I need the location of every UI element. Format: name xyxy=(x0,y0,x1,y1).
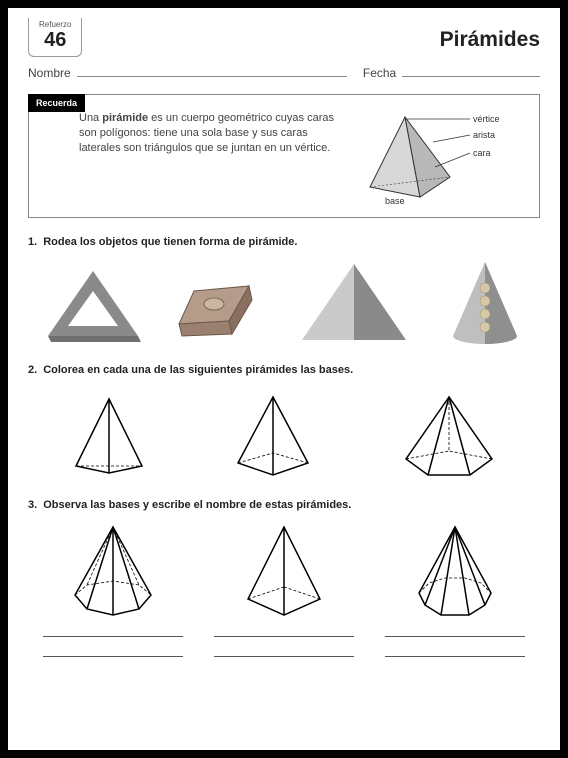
ex1-triangle-frame xyxy=(43,266,143,346)
ex3-answer-3b[interactable] xyxy=(385,647,525,657)
exercise-3: 3. Observa las bases y escribe el nombre… xyxy=(28,499,540,657)
nombre-label: Nombre xyxy=(28,66,71,80)
name-date-row: Nombre Fecha xyxy=(28,65,540,80)
ex3-number: 3. xyxy=(28,499,37,511)
ex3-pyramid-square2 xyxy=(234,523,334,621)
ex1-pyramid xyxy=(294,258,414,346)
ex3-answer-2[interactable] xyxy=(214,627,354,637)
fecha-field: Fecha xyxy=(363,65,540,80)
ex2-text: Colorea en cada una de las siguientes pi… xyxy=(43,364,353,376)
ex3-answer-3[interactable] xyxy=(385,627,525,637)
recuerda-tab: Recuerda xyxy=(28,94,85,112)
recuerda-diagram: vértice arista cara base xyxy=(355,107,525,207)
ex3-answer-1[interactable] xyxy=(43,627,183,637)
ex1-text: Rodea los objetos que tienen forma de pi… xyxy=(43,236,297,248)
label-arista: arista xyxy=(473,129,495,141)
refuerzo-tab: Refuerzo 46 xyxy=(28,18,82,57)
worksheet-page: Refuerzo 46 Pirámides Nombre Fecha Recue… xyxy=(8,8,560,667)
ex3-answer-2b[interactable] xyxy=(214,647,354,657)
refuerzo-number: 46 xyxy=(39,29,71,52)
label-base: base xyxy=(385,195,405,207)
recuerda-text: Una pirámide es un cuerpo geométrico cuy… xyxy=(79,107,337,156)
ex1-cone xyxy=(445,258,525,346)
recuerda-box: Recuerda Una pirámide es un cuerpo geomé… xyxy=(28,94,540,218)
ex3-answer-1b[interactable] xyxy=(43,647,183,657)
ex1-triangle-box xyxy=(174,276,264,346)
page-title: Pirámides xyxy=(440,18,540,52)
ex2-pyramid-triangular xyxy=(64,391,154,481)
label-cara: cara xyxy=(473,147,491,159)
ex3-figures xyxy=(28,521,540,621)
ex2-number: 2. xyxy=(28,364,37,376)
nombre-field: Nombre xyxy=(28,65,347,80)
nombre-line[interactable] xyxy=(77,65,347,77)
refuerzo-label: Refuerzo xyxy=(39,20,71,29)
ex3-answer-lines-2 xyxy=(28,647,540,657)
ex3-text: Observa las bases y escribe el nombre de… xyxy=(43,499,351,511)
ex1-number: 1. xyxy=(28,236,37,248)
label-vertice: vértice xyxy=(473,113,500,125)
fecha-line[interactable] xyxy=(402,65,540,77)
fecha-label: Fecha xyxy=(363,66,396,80)
ex3-pyramid-octagonal xyxy=(405,523,505,621)
ex2-figures xyxy=(28,386,540,481)
exercise-2: 2. Colorea en cada una de las siguientes… xyxy=(28,364,540,481)
ex1-figures xyxy=(28,258,540,346)
exercise-1: 1. Rodea los objetos que tienen forma de… xyxy=(28,236,540,346)
ex3-pyramid-hexagonal xyxy=(63,523,163,621)
header: Refuerzo 46 Pirámides xyxy=(28,18,540,57)
ex3-answer-lines xyxy=(28,627,540,637)
ex2-pyramid-square xyxy=(226,391,321,481)
ex2-pyramid-pentagonal xyxy=(394,391,504,481)
